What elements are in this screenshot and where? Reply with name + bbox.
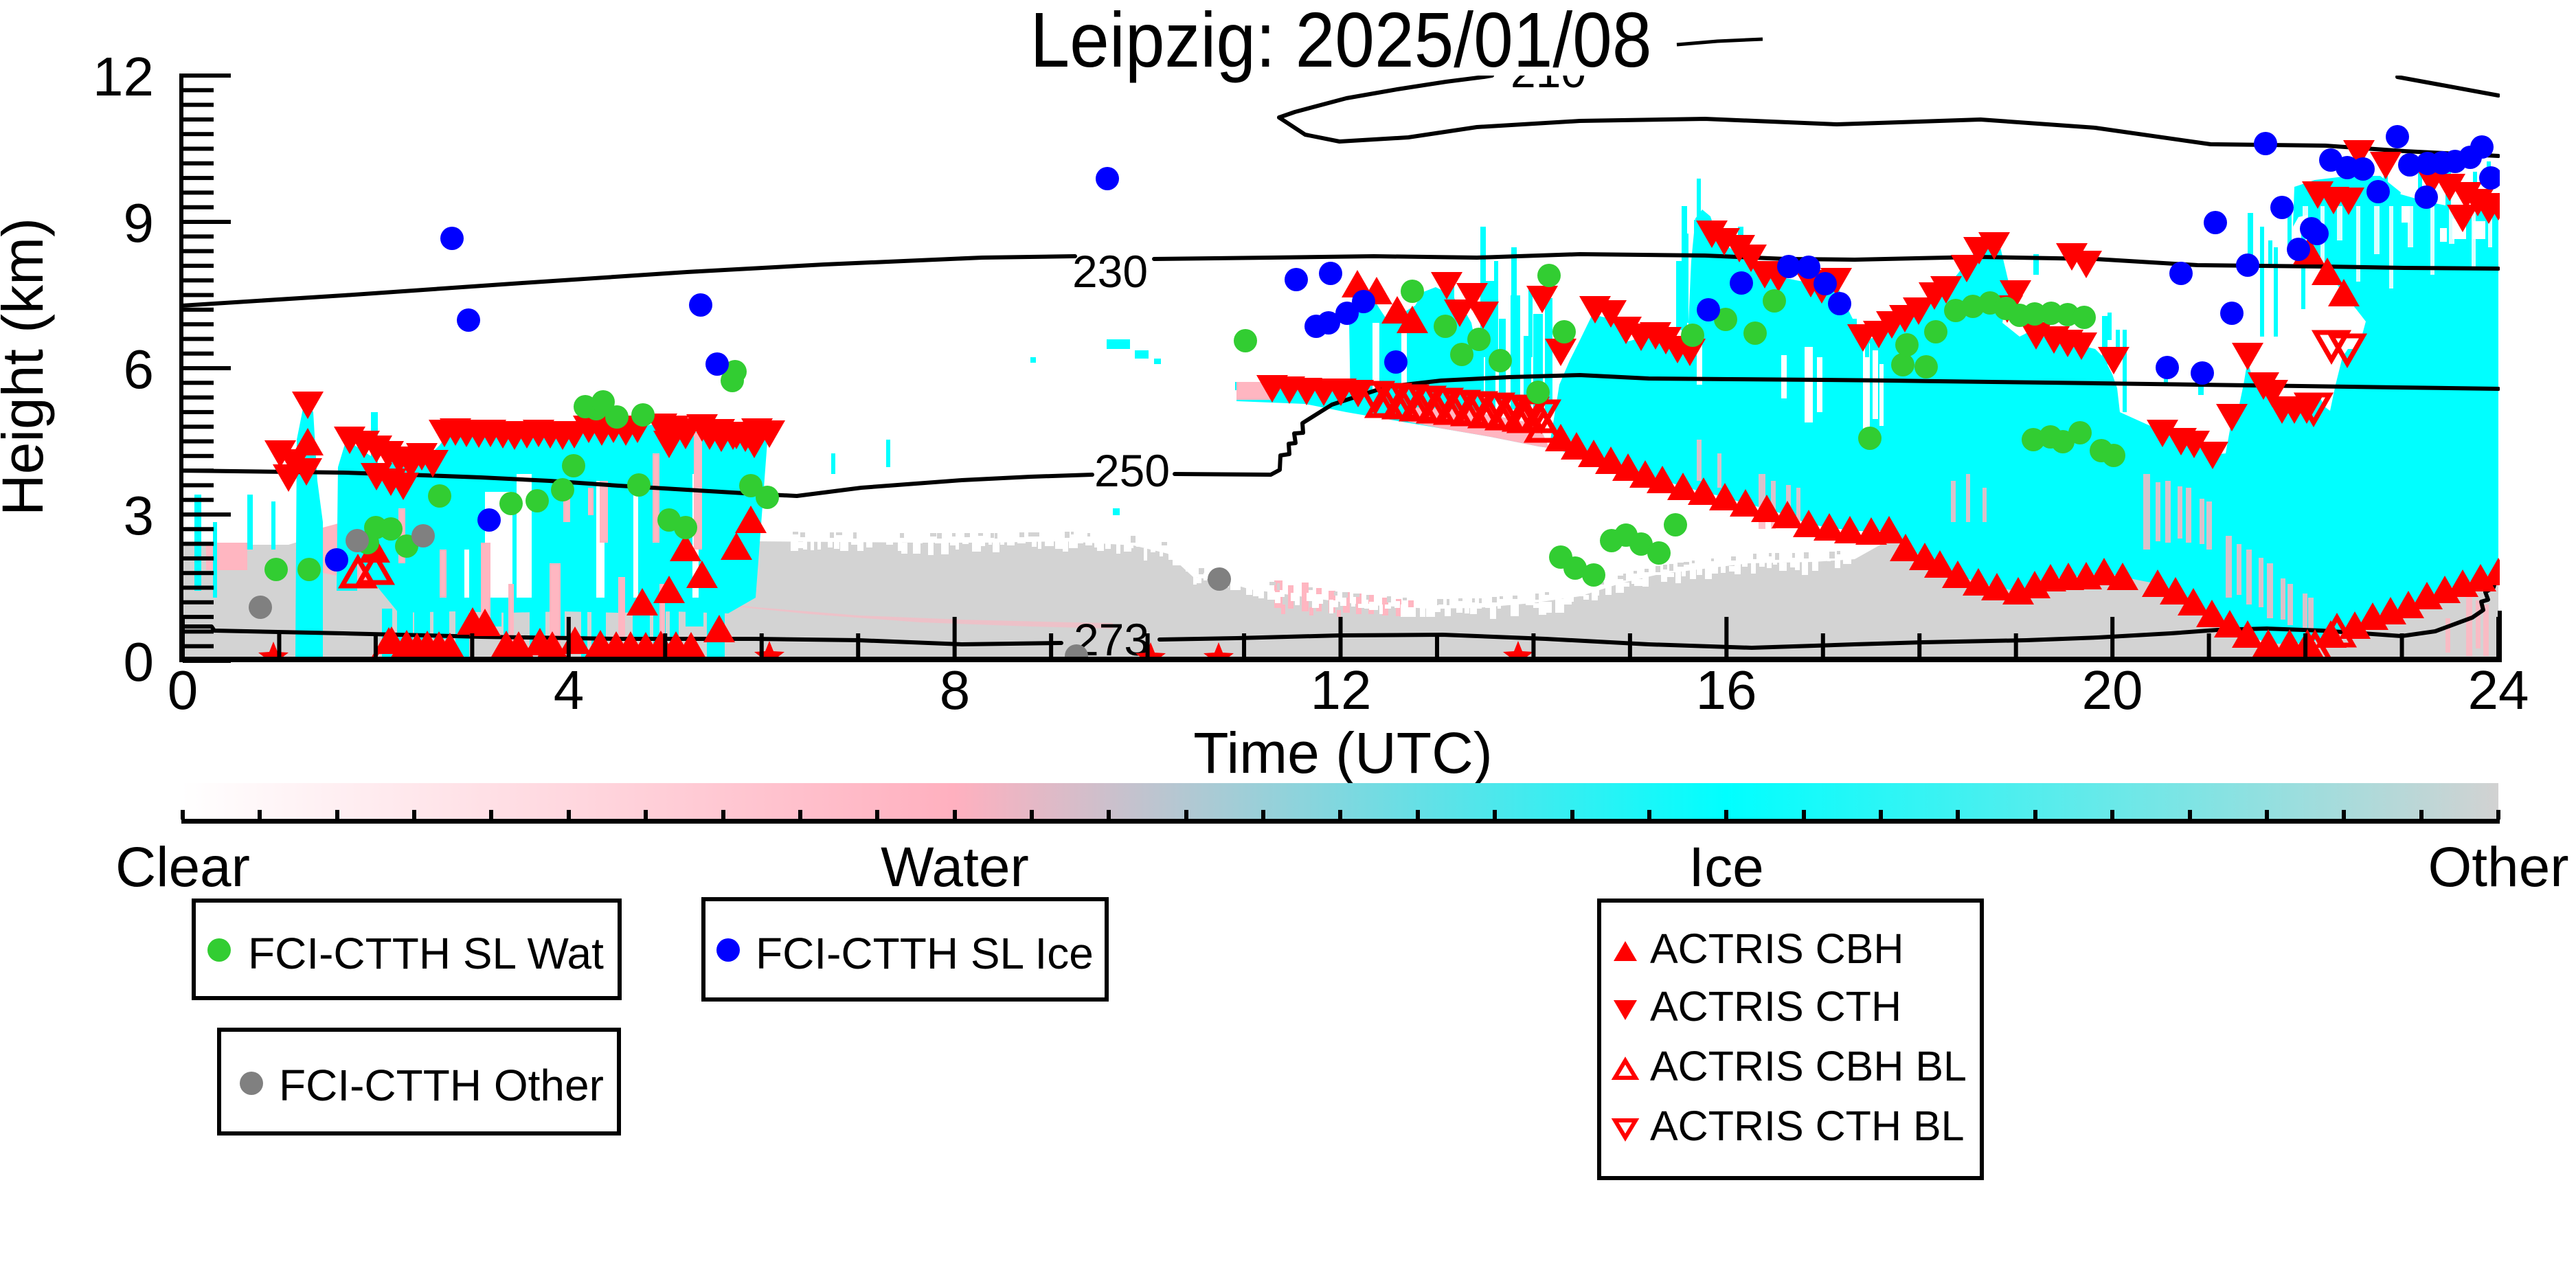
- svg-text:4: 4: [554, 659, 585, 721]
- svg-text:ACTRIS CBH: ACTRIS CBH: [1650, 925, 1903, 972]
- svg-text:8: 8: [940, 659, 971, 721]
- svg-text:210: 210: [1511, 46, 1586, 97]
- svg-text:Other: Other: [2428, 836, 2568, 899]
- svg-text:Leipzig: 2025/01/08: Leipzig: 2025/01/08: [1030, 0, 1652, 83]
- svg-text:0: 0: [168, 659, 199, 721]
- svg-text:24: 24: [2468, 659, 2529, 721]
- svg-text:ACTRIS CBH BL: ACTRIS CBH BL: [1650, 1043, 1967, 1089]
- svg-text:Water: Water: [881, 836, 1029, 899]
- svg-text:Time (UTC): Time (UTC): [1193, 721, 1492, 785]
- svg-text:6: 6: [124, 339, 155, 400]
- svg-text:FCI-CTTH SL Ice: FCI-CTTH SL Ice: [756, 929, 1094, 978]
- svg-text:3: 3: [124, 485, 155, 546]
- svg-text:12: 12: [93, 46, 154, 107]
- svg-text:Height (km): Height (km): [0, 218, 55, 516]
- svg-text:20: 20: [2082, 659, 2143, 721]
- svg-text:FCI-CTTH SL Wat: FCI-CTTH SL Wat: [248, 929, 604, 978]
- svg-text:FCI-CTTH Other: FCI-CTTH Other: [279, 1061, 604, 1110]
- svg-text:Clear: Clear: [115, 836, 250, 899]
- svg-text:0: 0: [124, 631, 155, 692]
- svg-text:ACTRIS CTH: ACTRIS CTH: [1650, 983, 1901, 1030]
- svg-text:9: 9: [124, 192, 155, 253]
- svg-text:230: 230: [1072, 246, 1148, 297]
- svg-text:ACTRIS CTH BL: ACTRIS CTH BL: [1650, 1103, 1965, 1149]
- svg-text:Ice: Ice: [1688, 836, 1763, 899]
- svg-text:12: 12: [1311, 659, 1372, 721]
- svg-text:16: 16: [1696, 659, 1757, 721]
- svg-text:250: 250: [1094, 445, 1170, 496]
